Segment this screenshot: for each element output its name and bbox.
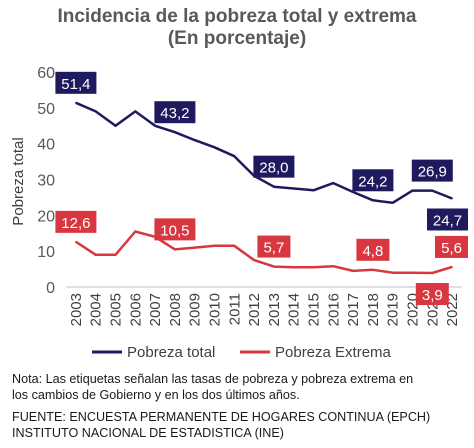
data-point	[273, 265, 275, 268]
y-tick-label: 0	[46, 280, 55, 297]
data-point	[411, 271, 414, 274]
data-point	[332, 182, 335, 184]
x-tick-label: 2016	[325, 293, 342, 326]
data-label: 12,6	[61, 215, 90, 232]
data-point	[451, 197, 453, 200]
y-tick-label: 20	[37, 208, 55, 225]
y-tick-label: 40	[37, 137, 55, 154]
data-point	[134, 230, 137, 233]
x-tick-label: 2018	[365, 293, 382, 326]
source-line-1: FUENTE: ENCUESTA PERMANENTE DE HOGARES C…	[12, 410, 431, 424]
data-point	[391, 201, 394, 204]
chart-title: Incidencia de la pobreza total y extrema	[57, 6, 417, 27]
y-tick-label: 30	[37, 173, 55, 190]
x-tick-label: 2010	[207, 293, 224, 326]
data-label-box	[427, 208, 468, 231]
data-point	[451, 266, 453, 268]
x-tick-label: 2004	[88, 293, 105, 326]
data-point	[75, 102, 77, 104]
data-label-box	[411, 159, 453, 182]
x-tick-label: 2009	[187, 293, 204, 326]
y-tick-label: 10	[37, 244, 55, 261]
data-point	[273, 185, 275, 188]
x-tick-label: 2011	[226, 293, 243, 325]
x-tick-label: 2015	[306, 293, 323, 326]
data-point	[193, 246, 196, 249]
data-point	[114, 124, 117, 127]
x-tick-label: 2007	[147, 293, 164, 326]
data-point	[431, 189, 434, 192]
data-label-box	[352, 169, 394, 192]
data-label: 5,6	[441, 240, 462, 257]
data-point	[213, 146, 216, 149]
legend-label: Pobreza Extrema	[275, 344, 392, 361]
data-label-box	[154, 218, 196, 241]
chart-subtitle: (En porcentaje)	[167, 28, 307, 49]
x-tick-label: 2003	[68, 293, 85, 326]
data-point	[352, 270, 354, 272]
data-label-box	[356, 238, 390, 261]
series-line-pobreza-total	[75, 101, 453, 205]
data-label: 28,0	[259, 160, 288, 177]
data-point	[233, 244, 236, 247]
data-point	[114, 253, 117, 256]
data-label: 26,9	[418, 164, 447, 181]
data-point	[332, 265, 335, 268]
data-point	[174, 131, 176, 133]
note-line-2: los cambios de Gobierno y en los dos últ…	[12, 388, 300, 402]
data-label-box	[253, 155, 295, 178]
data-point	[154, 124, 156, 127]
x-tick-label: 2013	[266, 293, 283, 326]
data-label: 24,2	[358, 173, 387, 190]
data-point	[372, 199, 374, 202]
data-point	[292, 187, 295, 190]
data-point	[391, 271, 394, 274]
data-label-box	[154, 101, 196, 124]
x-tick-label: 2008	[167, 293, 184, 326]
y-axis-title: Pobreza total	[10, 137, 27, 225]
data-point	[411, 189, 414, 192]
data-point	[75, 241, 77, 243]
data-point	[233, 155, 236, 158]
data-point	[94, 253, 97, 256]
data-label-box	[257, 235, 291, 258]
data-label-box	[55, 71, 97, 94]
note-line-1: Nota: Las etiquetas señalan las tasas de…	[12, 372, 414, 386]
data-point	[352, 191, 354, 193]
data-point	[312, 189, 315, 192]
data-label: 3,9	[422, 287, 443, 304]
data-label: 5,7	[263, 240, 284, 257]
data-point	[94, 110, 97, 113]
data-point	[193, 139, 196, 141]
data-point	[213, 244, 216, 247]
x-tick-label: 2005	[108, 293, 125, 326]
x-tick-label: 2019	[385, 293, 402, 326]
data-point	[312, 266, 315, 269]
source-line-2: INSTITUTO NACIONAL DE ESTADISTICA (INE)	[12, 426, 284, 440]
x-tick-label: 2014	[286, 293, 303, 326]
data-point	[174, 248, 176, 251]
y-tick-label: 50	[37, 101, 55, 118]
series-line-pobreza-extrema	[75, 230, 453, 275]
x-tick-label: 2006	[127, 293, 144, 326]
data-label-box	[55, 210, 97, 233]
data-point	[253, 259, 255, 261]
data-label: 4,8	[362, 243, 383, 260]
x-tick-label: 2017	[345, 293, 362, 326]
data-label: 51,4	[61, 76, 90, 93]
data-label: 43,2	[160, 105, 189, 122]
y-tick-label: 60	[37, 65, 55, 82]
data-label: 24,7	[433, 212, 462, 229]
data-label-box	[415, 283, 449, 306]
data-point	[431, 272, 434, 274]
data-point	[292, 266, 295, 269]
data-point	[134, 110, 137, 113]
legend-label: Pobreza total	[127, 344, 215, 361]
x-tick-label: 2012	[246, 293, 263, 326]
data-point	[372, 269, 374, 271]
data-label-box	[435, 235, 468, 258]
data-label: 10,5	[160, 222, 189, 239]
